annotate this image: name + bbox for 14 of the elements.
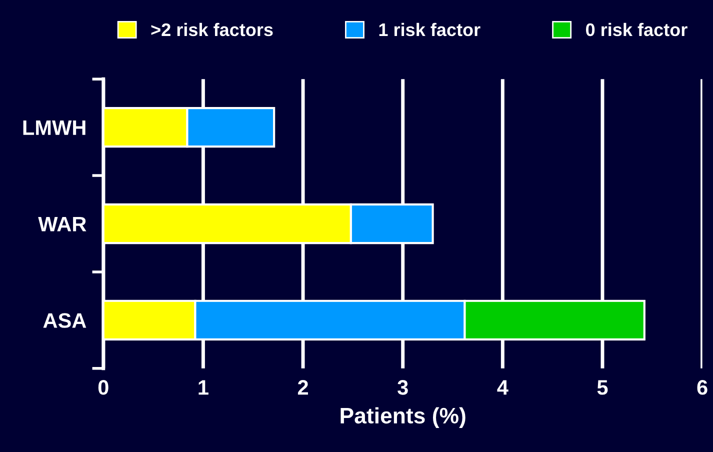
x-tick-label: 1 — [198, 380, 208, 395]
y-tick-label: WAR — [38, 216, 86, 232]
x-tick-label: 4 — [497, 380, 508, 395]
x-tick-label: 5 — [597, 380, 608, 395]
x-tick-label: 2 — [298, 380, 308, 395]
x-tick-label: 6 — [697, 380, 708, 395]
x-axis-title: Patients (%) — [340, 407, 466, 428]
y-tick-label: LMWH — [23, 120, 86, 135]
legend-label: >2 risk factors — [151, 22, 273, 36]
y-tick-label: ASA — [43, 313, 86, 328]
x-tick-label: 3 — [398, 380, 408, 395]
legend-label: 1 risk factor — [379, 22, 480, 36]
legend-label: 0 risk factor — [586, 22, 688, 36]
x-tick-label: 0 — [98, 380, 108, 395]
